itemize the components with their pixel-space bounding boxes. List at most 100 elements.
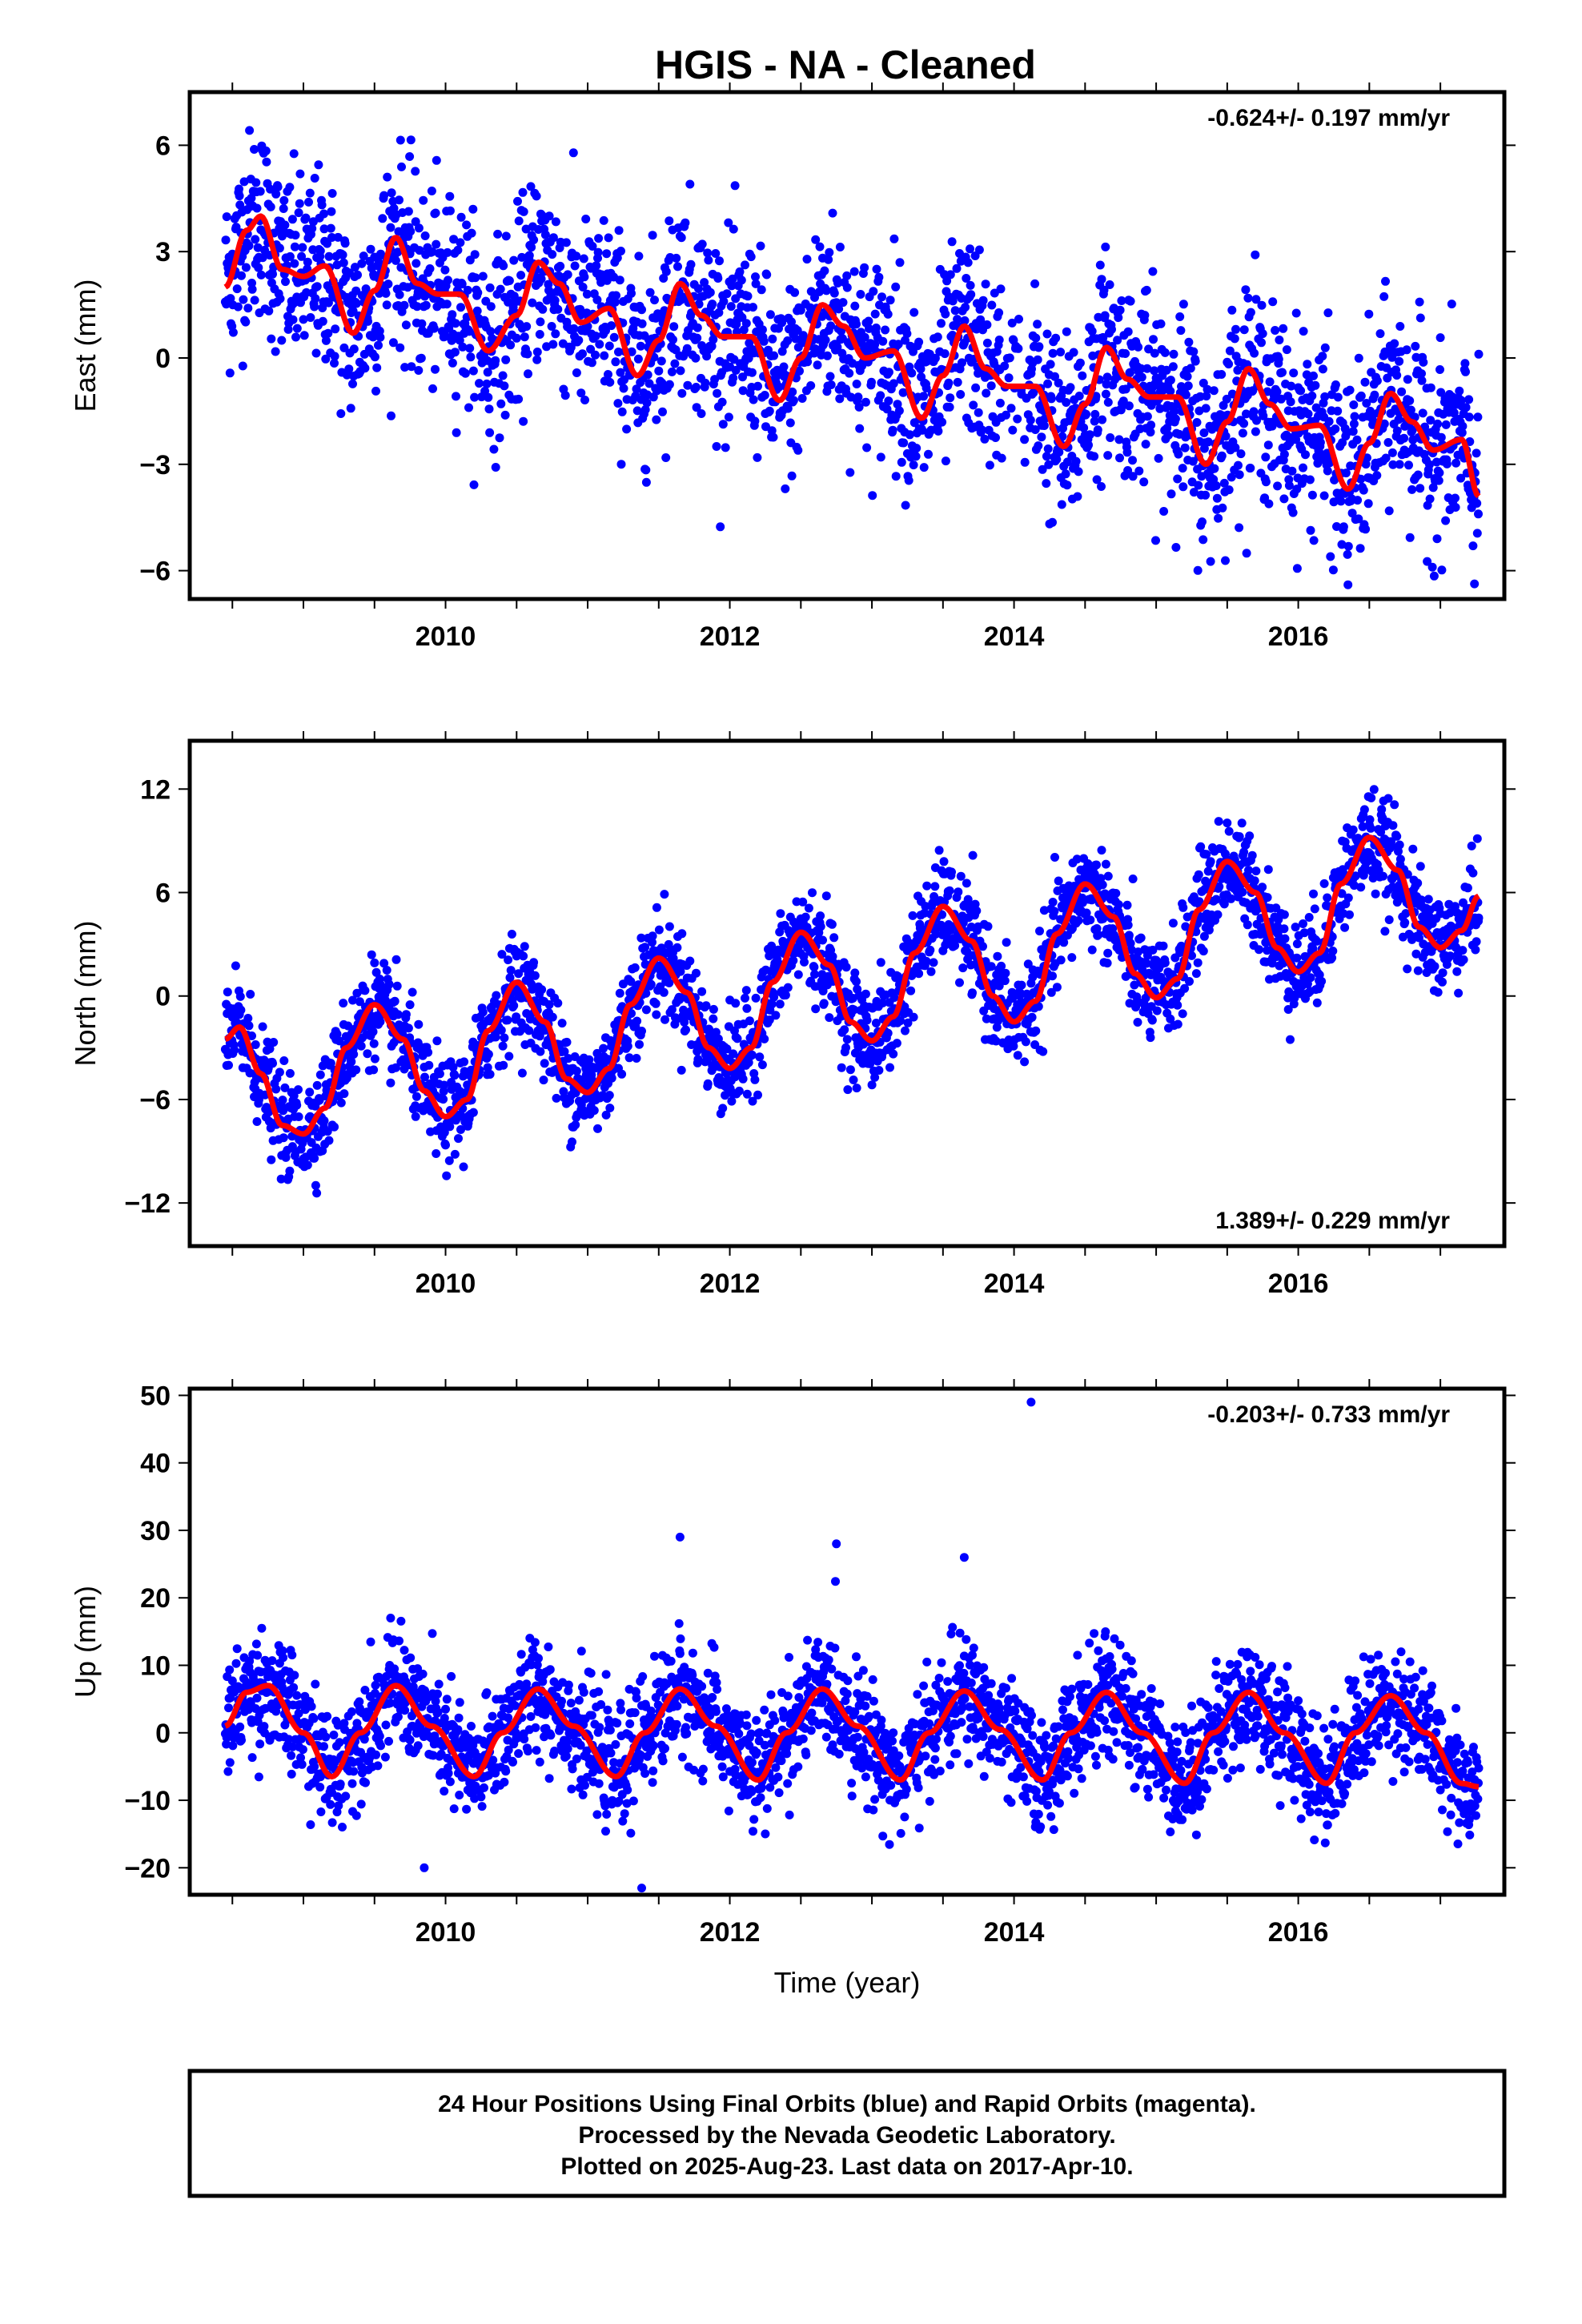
data-point [1414, 471, 1423, 480]
data-point [1195, 870, 1203, 879]
data-point [627, 289, 636, 298]
data-point [1246, 464, 1255, 472]
data-point [1103, 451, 1112, 460]
data-point [1241, 285, 1250, 294]
data-point [1114, 900, 1123, 909]
data-point [426, 264, 435, 273]
data-point [766, 310, 775, 319]
data-point [222, 235, 231, 244]
data-point [909, 1013, 918, 1022]
data-point [432, 240, 440, 249]
data-point [250, 145, 259, 154]
data-point [285, 183, 294, 191]
data-point [748, 368, 757, 377]
data-point [692, 383, 701, 392]
data-point [769, 433, 778, 442]
data-point [1474, 509, 1483, 518]
data-point [379, 191, 388, 200]
data-point [723, 289, 732, 298]
data-point [1443, 460, 1452, 468]
data-point [922, 882, 931, 891]
data-point [941, 310, 950, 319]
data-point [386, 1079, 395, 1088]
data-point [1098, 880, 1107, 889]
data-point [457, 213, 466, 222]
data-point [397, 163, 406, 171]
data-point [1336, 497, 1345, 505]
data-point [1250, 349, 1259, 358]
data-point [1334, 393, 1343, 402]
data-point [1279, 494, 1288, 503]
x-tick-label: 2010 [416, 1269, 476, 1299]
data-point [1278, 368, 1287, 377]
y-tick-label: 3 [155, 237, 171, 267]
data-point [1235, 523, 1243, 532]
data-point [471, 250, 480, 259]
data-point [551, 296, 560, 305]
data-point [537, 985, 546, 994]
data-point [1470, 580, 1479, 589]
data-point [1076, 359, 1085, 368]
data-point [862, 444, 871, 452]
data-point [899, 439, 908, 448]
data-point [1037, 432, 1046, 441]
data-point [793, 446, 802, 455]
data-point [1351, 412, 1359, 421]
data-point [1192, 969, 1201, 978]
data-point [1062, 469, 1070, 478]
data-point [1050, 853, 1059, 862]
data-point [873, 265, 881, 274]
data-point [725, 412, 733, 421]
data-point [1299, 327, 1308, 336]
data-point [1151, 536, 1160, 545]
data-point [1411, 342, 1419, 351]
data-point [591, 351, 600, 360]
data-point [331, 352, 339, 360]
data-point [1103, 959, 1112, 967]
data-point [610, 333, 619, 342]
data-point [501, 356, 510, 364]
data-point [230, 1046, 239, 1055]
data-point [776, 999, 785, 1008]
data-point [588, 358, 596, 367]
data-point [279, 1096, 287, 1104]
data-point [1042, 479, 1050, 488]
data-point [1273, 481, 1282, 490]
data-point [1307, 526, 1315, 535]
data-point [1436, 333, 1445, 342]
data-point [590, 1106, 599, 1115]
data-point [669, 336, 677, 344]
data-point [286, 1069, 295, 1078]
data-point [1243, 294, 1252, 303]
data-point [744, 292, 753, 300]
data-point [499, 261, 508, 270]
data-point [1169, 919, 1178, 927]
data-point [1271, 326, 1279, 335]
data-point [281, 277, 290, 286]
data-point [1056, 348, 1065, 356]
data-point [531, 971, 540, 980]
data-point [311, 174, 319, 183]
data-point [781, 485, 789, 493]
data-point [820, 267, 829, 275]
data-point [901, 1027, 909, 1035]
data-point [1020, 435, 1029, 444]
data-point [987, 301, 996, 310]
data-point [1191, 357, 1200, 366]
data-point [1098, 416, 1106, 424]
data-point [966, 244, 974, 253]
data-point [285, 1167, 294, 1176]
data-point [468, 229, 476, 238]
data-point [239, 362, 247, 371]
data-point [319, 210, 328, 219]
data-point [277, 336, 286, 345]
data-point [849, 1076, 858, 1084]
data-point [1066, 383, 1075, 392]
data-point [673, 262, 682, 271]
data-point [571, 262, 580, 271]
data-point [276, 295, 285, 304]
data-point [719, 297, 728, 306]
data-point [369, 1065, 378, 1074]
data-point [339, 251, 347, 259]
data-point [453, 246, 462, 255]
